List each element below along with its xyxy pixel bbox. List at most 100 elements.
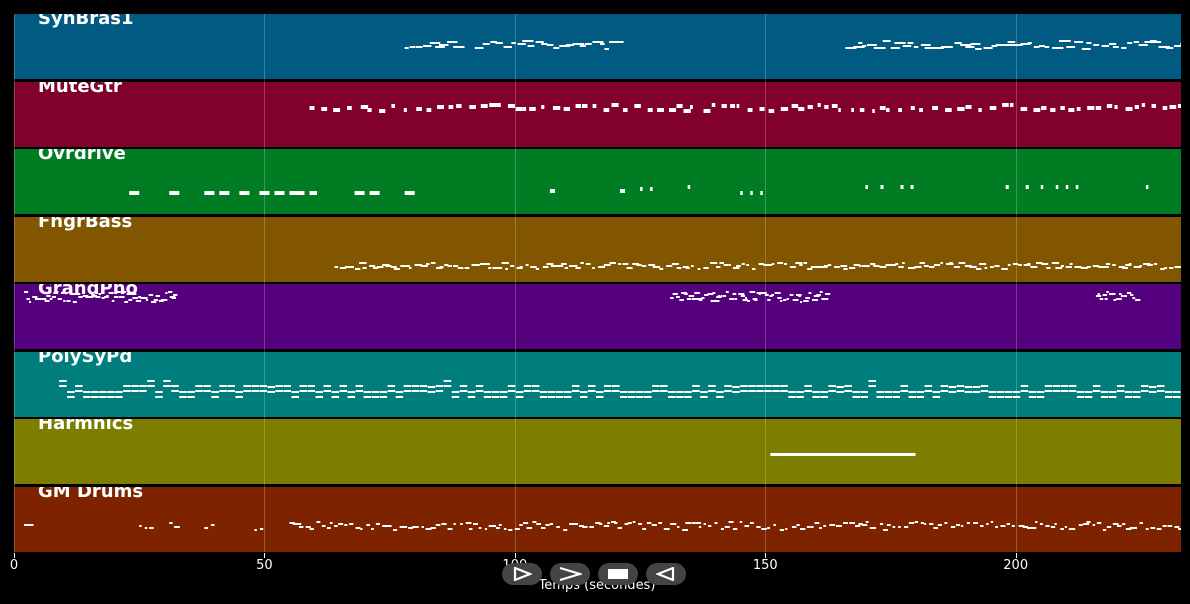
note	[1122, 522, 1126, 525]
note	[488, 524, 495, 527]
note	[326, 526, 331, 529]
note	[473, 522, 479, 525]
note	[607, 521, 610, 524]
note	[780, 384, 788, 387]
note	[677, 525, 680, 528]
x-tick	[14, 553, 15, 558]
note	[806, 525, 811, 528]
note-layer	[59, 379, 1181, 398]
note	[66, 300, 71, 302]
note	[101, 297, 105, 299]
note	[703, 108, 711, 113]
note	[1145, 527, 1149, 530]
note-layer	[129, 185, 1149, 195]
note	[426, 262, 430, 265]
note	[732, 293, 737, 295]
note	[211, 390, 219, 393]
note	[946, 46, 953, 48]
note	[892, 395, 901, 398]
note	[563, 528, 568, 531]
note	[130, 293, 137, 295]
note	[1160, 267, 1165, 270]
note	[886, 107, 890, 112]
note	[360, 527, 363, 530]
note	[720, 295, 723, 297]
note	[1111, 293, 1116, 295]
note	[1033, 107, 1041, 112]
note	[816, 294, 821, 296]
note	[347, 390, 356, 393]
note	[419, 384, 428, 387]
fast-forward-button[interactable]	[550, 563, 590, 585]
note	[958, 261, 966, 264]
note	[712, 292, 716, 294]
note	[1028, 390, 1037, 393]
note	[1064, 525, 1067, 528]
note	[821, 298, 825, 300]
note	[334, 524, 338, 527]
note	[582, 525, 588, 528]
note	[1001, 267, 1008, 270]
note	[503, 46, 513, 48]
note	[623, 107, 628, 112]
note	[900, 185, 904, 189]
note	[1074, 41, 1079, 43]
stop-button[interactable]	[598, 563, 638, 585]
note	[28, 301, 32, 303]
note	[945, 107, 952, 112]
note	[552, 105, 561, 110]
note	[1081, 48, 1091, 50]
note	[344, 265, 352, 268]
note	[684, 390, 692, 393]
note	[910, 105, 915, 110]
note	[657, 107, 664, 112]
note	[144, 526, 148, 529]
note	[600, 43, 605, 45]
note	[603, 107, 610, 112]
note	[1060, 389, 1069, 392]
note	[254, 528, 257, 531]
note	[725, 291, 729, 293]
note	[540, 526, 546, 529]
note	[553, 47, 560, 49]
note	[592, 266, 595, 269]
note	[1097, 293, 1100, 295]
play-button[interactable]	[502, 563, 542, 585]
note	[1147, 263, 1153, 266]
note	[890, 47, 900, 49]
note	[823, 264, 829, 267]
note	[295, 522, 302, 525]
play-icon	[513, 567, 532, 581]
note	[363, 390, 372, 393]
note	[496, 102, 501, 107]
note	[139, 389, 147, 392]
note	[587, 384, 596, 387]
track-label: Harmnics	[38, 419, 134, 434]
note	[808, 292, 812, 294]
note	[764, 389, 772, 392]
note	[403, 384, 412, 387]
note	[443, 379, 452, 382]
note	[128, 299, 133, 301]
note	[546, 44, 554, 46]
note	[692, 384, 700, 387]
rewind-button[interactable]	[646, 563, 686, 585]
note	[579, 395, 588, 398]
note	[681, 292, 687, 294]
x-tick	[765, 553, 767, 558]
note	[1083, 522, 1090, 525]
note	[165, 292, 168, 294]
note	[820, 395, 828, 398]
note	[825, 293, 831, 295]
note	[1066, 46, 1076, 48]
note	[1033, 46, 1040, 48]
note	[67, 395, 75, 398]
note	[429, 42, 441, 44]
note	[72, 301, 77, 303]
note	[892, 390, 901, 393]
note	[69, 293, 76, 295]
note	[1168, 266, 1174, 269]
note	[1030, 526, 1037, 529]
note	[720, 527, 724, 530]
note	[522, 40, 534, 42]
